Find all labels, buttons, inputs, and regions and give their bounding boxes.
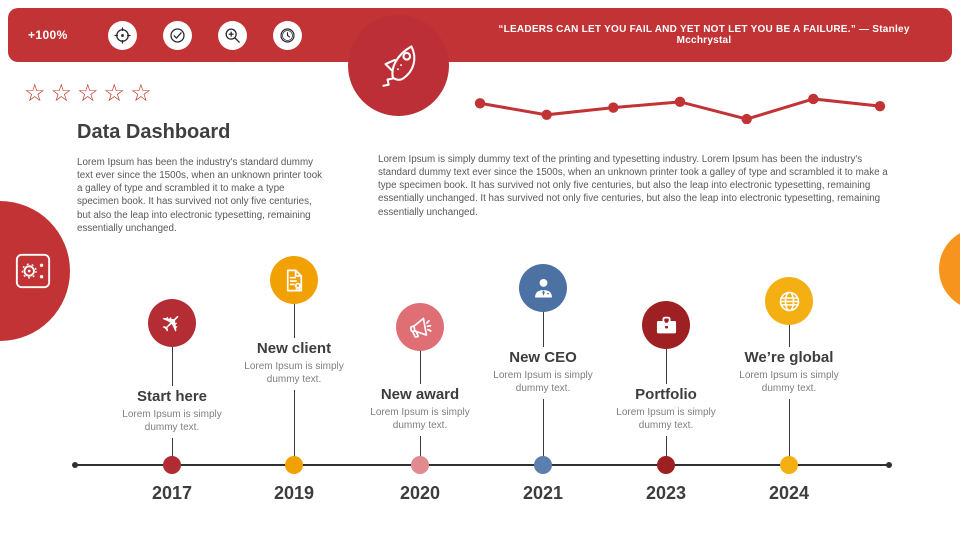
page-title: Data Dashboard: [77, 121, 231, 143]
axis-start-dot: [72, 462, 78, 468]
safe-icon: [15, 253, 51, 289]
star-icon: ☆: [103, 80, 131, 107]
milestone-2021: New CEO Lorem Ipsum is simply dummy text…: [473, 0, 613, 540]
milestone-year: 2021: [522, 483, 564, 503]
plane-icon: ✈: [148, 299, 196, 347]
top-bar-icons: [108, 21, 302, 50]
sparkline-chart: [470, 92, 890, 125]
star-icon: ☆: [50, 80, 78, 107]
top-bar: +100%: [8, 8, 952, 62]
milestone-description: Lorem Ipsum is simply dummy text.: [493, 370, 593, 394]
person-icon: [519, 264, 567, 312]
milestone-2017: ✈ Start here Lorem Ipsum is simply dummy…: [102, 0, 242, 540]
star-icon: ☆: [24, 80, 51, 107]
timeline-dot: [285, 456, 303, 474]
quote-text: “LEADERS CAN LET YOU FAIL AND YET NOT LE…: [498, 24, 910, 46]
milestone-text: New client Lorem Ipsum is simply dummy t…: [224, 338, 364, 390]
axis-end-dot: [886, 462, 892, 468]
milestone-text: Start here Lorem Ipsum is simply dummy t…: [102, 386, 242, 438]
check-circle-icon: [163, 21, 192, 50]
milestone-year: 2024: [768, 483, 810, 503]
milestone-text: New award Lorem Ipsum is simply dummy te…: [350, 384, 490, 436]
timeline-dot: [411, 456, 429, 474]
milestone-description: Lorem Ipsum is simply dummy text.: [616, 407, 716, 431]
milestone-description: Lorem Ipsum is simply dummy text.: [244, 361, 344, 385]
intro-paragraph-right: Lorem Ipsum is simply dummy text of the …: [378, 154, 888, 218]
milestone-2024: We’re global Lorem Ipsum is simply dummy…: [719, 0, 859, 540]
timeline-dot: [163, 456, 181, 474]
zoom-in-icon: [218, 21, 247, 50]
milestone-title: Start here: [136, 388, 208, 405]
intro-paragraph-left: Lorem Ipsum has been the industry's stan…: [77, 157, 323, 234]
target-icon: [108, 21, 137, 50]
milestone-text: Portfolio Lorem Ipsum is simply dummy te…: [596, 384, 736, 436]
clock-icon: [273, 21, 302, 50]
milestone-2019: New client Lorem Ipsum is simply dummy t…: [224, 0, 364, 540]
star-icon: ☆: [130, 80, 157, 107]
milestone-title: Portfolio: [635, 386, 697, 403]
briefcase-icon: [642, 301, 690, 349]
rocket-badge: [348, 15, 449, 116]
milestone-description: Lorem Ipsum is simply dummy text.: [370, 407, 470, 431]
timeline-dot: [657, 456, 675, 474]
right-decorative-circle: [939, 228, 960, 310]
globe-icon: [765, 277, 813, 325]
milestone-year: 2017: [151, 483, 193, 503]
milestone-title: New client: [256, 340, 332, 357]
timeline-dot: [534, 456, 552, 474]
star-icon: ☆: [77, 80, 104, 107]
milestone-year: 2023: [645, 483, 687, 503]
milestone-year: 2019: [273, 483, 315, 503]
milestone-year: 2020: [399, 483, 441, 503]
milestone-title: New award: [380, 386, 460, 403]
milestone-2023: Portfolio Lorem Ipsum is simply dummy te…: [596, 0, 736, 540]
document-icon: [270, 256, 318, 304]
milestone-text: We’re global Lorem Ipsum is simply dummy…: [719, 347, 859, 399]
milestone-description: Lorem Ipsum is simply dummy text.: [739, 370, 839, 394]
milestone-2020: New award Lorem Ipsum is simply dummy te…: [350, 0, 490, 540]
milestone-text: New CEO Lorem Ipsum is simply dummy text…: [473, 347, 613, 399]
milestone-description: Lorem Ipsum is simply dummy text.: [122, 409, 222, 433]
timeline-dot: [780, 456, 798, 474]
milestone-title: We’re global: [744, 349, 834, 366]
left-decorative-circle: [0, 201, 70, 341]
megaphone-icon: [396, 303, 444, 351]
rating-stars: ☆☆☆☆☆: [24, 82, 157, 106]
milestone-title: New CEO: [509, 349, 577, 366]
rocket-icon: [370, 34, 428, 97]
timeline-axis: [75, 464, 889, 466]
stat-label: +100%: [28, 28, 68, 42]
